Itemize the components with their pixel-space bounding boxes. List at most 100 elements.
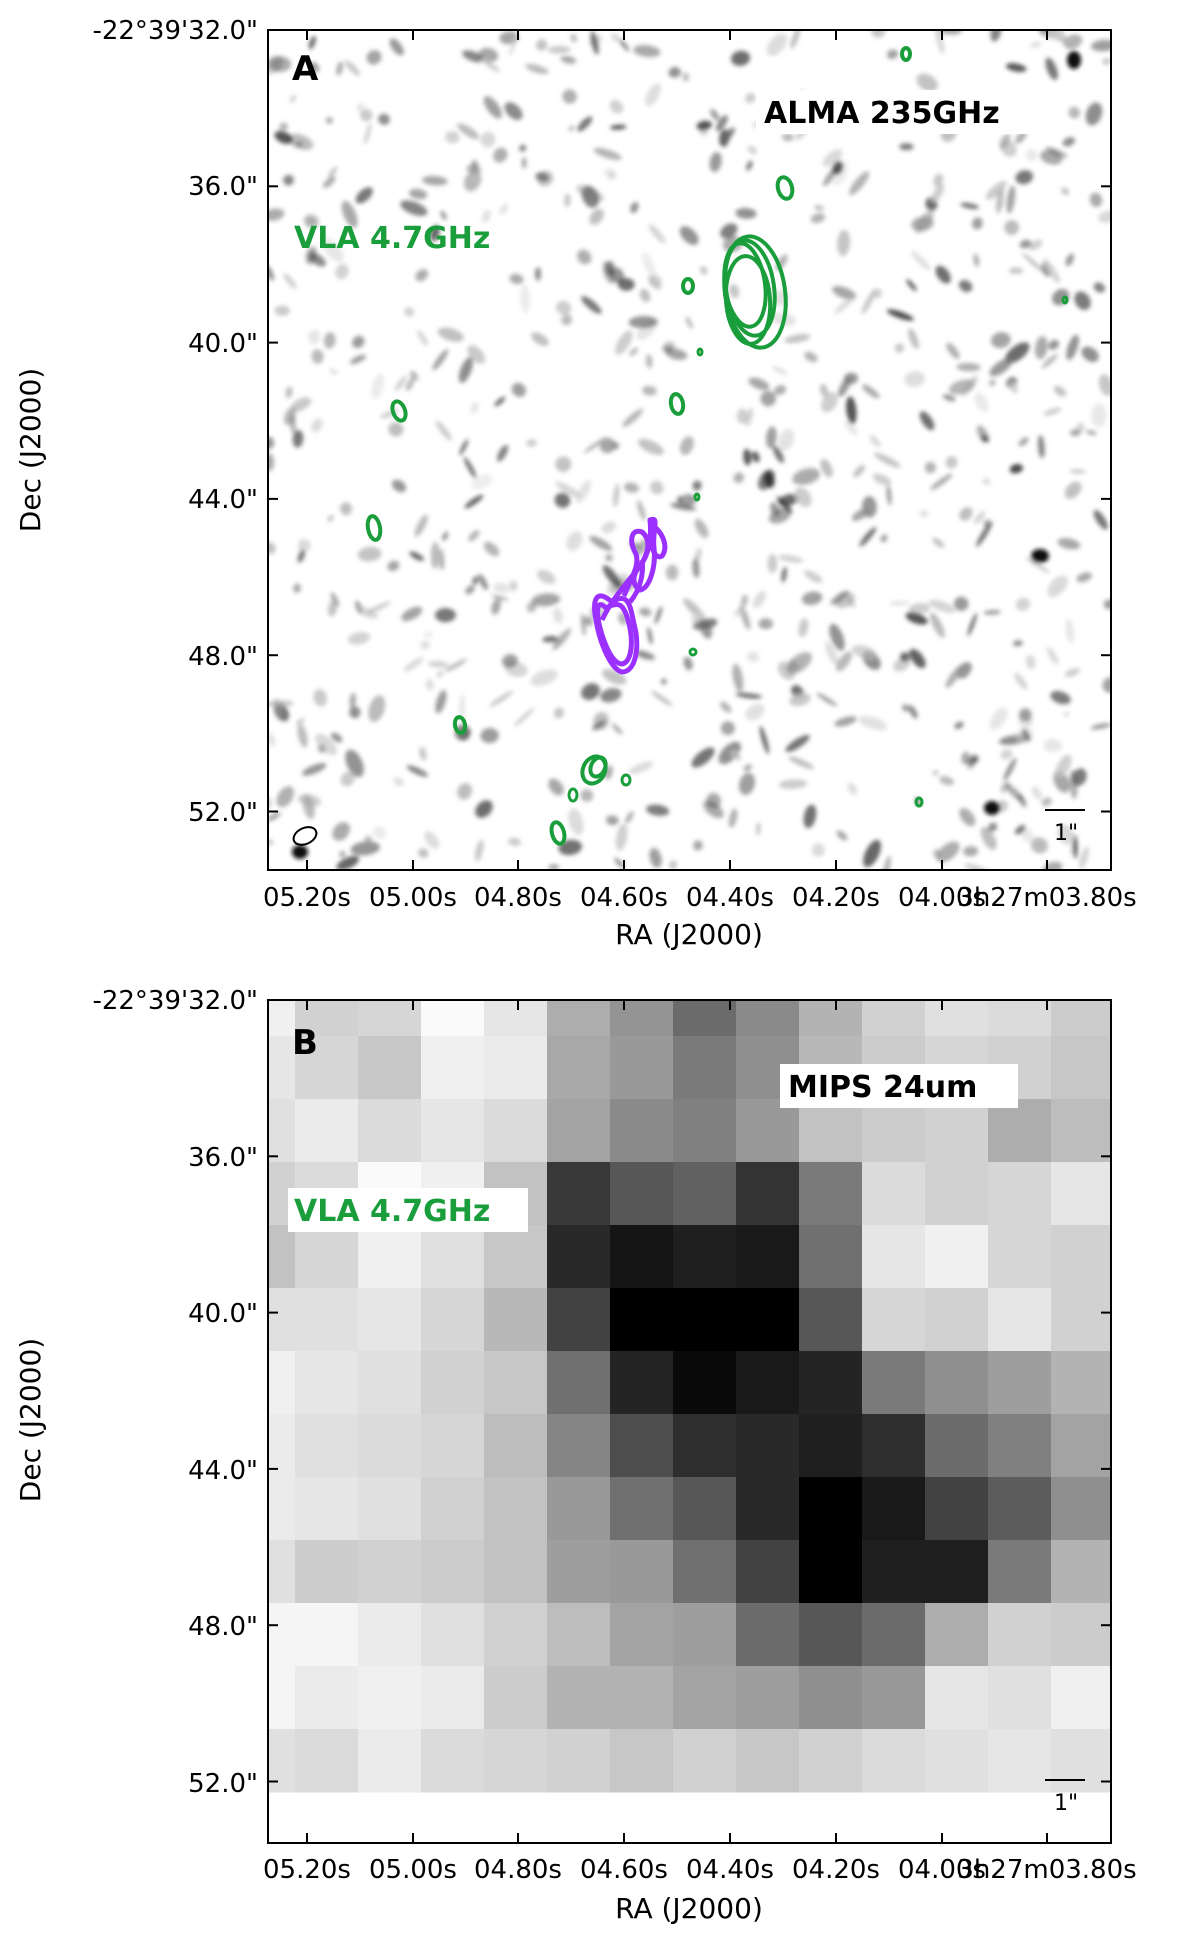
mips-pixel [484, 1666, 548, 1730]
noise-blob [628, 316, 658, 329]
mips-pixel [295, 1477, 359, 1541]
mips-pixel [673, 1288, 737, 1352]
noise-blob [425, 678, 434, 691]
noise-blob [388, 422, 404, 437]
mips-pixel [1051, 1000, 1111, 1037]
noise-blob [311, 418, 323, 433]
dec-tick-label: -22°39'32.0" [92, 16, 258, 46]
mips-pixel [862, 1540, 926, 1604]
noise-blob [589, 535, 613, 551]
mips-pixel [547, 1729, 611, 1793]
noise-blob [339, 850, 346, 858]
noise-blob [861, 384, 880, 399]
noise-blob [364, 835, 373, 843]
noise-blob [435, 690, 447, 714]
noise-blob [308, 35, 317, 50]
axis-ticks [268, 999, 1111, 1843]
mips-pixel [925, 1288, 989, 1352]
mips-pixel [736, 1666, 800, 1730]
panel-letter: B [292, 1023, 318, 1063]
noise-blob [322, 176, 336, 189]
dec-tick-label: 52.0" [188, 1769, 258, 1799]
mips-pixel [925, 1729, 989, 1793]
noise-blob [767, 554, 778, 574]
vla-contour [681, 277, 695, 295]
noise-blob [871, 30, 886, 38]
mips-pixel [736, 1099, 800, 1163]
noise-blob [1034, 336, 1048, 360]
noise-blob [685, 316, 693, 329]
noise-blob [350, 354, 366, 365]
noise-blob [368, 695, 386, 722]
noise-blob [1046, 647, 1059, 665]
noise-blob [781, 566, 787, 583]
noise-blob [481, 209, 491, 223]
mips-pixel [268, 1288, 296, 1352]
mips-pixel [799, 1000, 863, 1037]
noise-blob [509, 33, 518, 57]
mips-pixel [484, 1099, 548, 1163]
noise-blob [1065, 253, 1075, 267]
noise-blob [553, 707, 564, 719]
noise-blob [645, 83, 662, 107]
noise-blob [366, 50, 382, 65]
noise-blob [1053, 770, 1070, 793]
noise-blob [568, 125, 575, 132]
noise-blob [292, 430, 304, 448]
noise-blob [430, 225, 440, 242]
ra-tick-label: 05.20s [263, 883, 351, 913]
noise-blob [788, 756, 814, 770]
noise-blob [637, 438, 664, 455]
noise-blob [611, 33, 621, 43]
noise-blob [1019, 708, 1032, 722]
mips-pixel [610, 1351, 674, 1415]
dec-tick-label: 36.0" [188, 172, 258, 202]
noise-blob [287, 133, 314, 150]
noise-blob [357, 546, 382, 562]
noise-blob [928, 599, 956, 613]
noise-blob [728, 808, 738, 828]
ra-tick-label: 04.80s [474, 1855, 562, 1885]
noise-blob [642, 252, 656, 277]
noise-blob [325, 117, 333, 124]
noise-blob [786, 652, 812, 674]
noise-blob [464, 494, 484, 509]
noise-blob [770, 502, 780, 517]
noise-blob [692, 480, 702, 491]
mips-pixel [736, 1351, 800, 1415]
noise-blob [297, 549, 306, 563]
noise-blob [577, 116, 593, 132]
mips-pixel [1051, 1225, 1111, 1289]
noise-blob [932, 537, 945, 548]
noise-blob [829, 623, 845, 651]
mips-pixel [295, 1000, 359, 1037]
noise-blob [303, 794, 315, 820]
noise-blob [394, 375, 407, 391]
mips-pixel [799, 1351, 863, 1415]
mips-pixel [547, 1351, 611, 1415]
noise-blob [1093, 282, 1106, 293]
noise-blob [880, 534, 888, 543]
noise-blob [983, 519, 992, 529]
noise-blob [682, 72, 690, 82]
mips-pixel [610, 1288, 674, 1352]
noise-blob [1030, 41, 1042, 48]
noise-blob [1043, 738, 1063, 753]
vla-contour [620, 773, 632, 787]
mips-pixel [547, 1666, 611, 1730]
mips-pixel [547, 1414, 611, 1478]
mips-pixel [421, 1729, 485, 1793]
noise-blob [1025, 557, 1050, 573]
noise-blob [789, 693, 811, 707]
noise-blob [642, 385, 657, 396]
noise-blob [1041, 353, 1058, 369]
ra-tick-label: 04.00s [898, 883, 986, 913]
noise-blob [961, 375, 979, 396]
noise-blob [405, 377, 415, 391]
noise-blob [898, 143, 914, 151]
noise-blob [810, 213, 826, 224]
y-axis-label: Dec (J2000) [14, 368, 47, 532]
mips-pixel [484, 1729, 548, 1793]
panel-frame [267, 29, 1112, 871]
noise-blob [778, 779, 808, 790]
